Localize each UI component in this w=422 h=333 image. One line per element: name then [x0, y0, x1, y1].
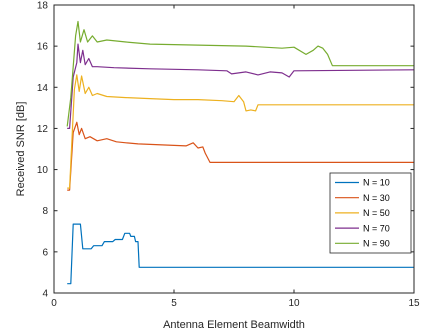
legend: N = 10 N = 30 N = 50 N = 70 N = 90	[329, 172, 412, 254]
y-tick-label: 10	[37, 165, 49, 176]
series-line-5	[66, 20, 414, 127]
series-line-1	[67, 223, 414, 285]
legend-label: N = 90	[363, 239, 390, 249]
legend-label: N = 30	[363, 193, 390, 203]
legend-label: N = 70	[363, 223, 390, 233]
x-tick-label: 10	[288, 298, 300, 309]
series-line-2	[67, 121, 414, 191]
y-tick-label: 16	[37, 42, 49, 53]
x-axis-label: Antenna Element Beamwidth	[163, 319, 305, 331]
series-layer	[66, 20, 415, 285]
y-tick-label: 12	[37, 124, 49, 135]
series-line-4	[67, 43, 415, 129]
series-line-3	[67, 74, 414, 189]
x-tick-label: 5	[171, 298, 177, 309]
y-tick-label: 18	[37, 1, 49, 12]
x-tick-label: 15	[408, 298, 420, 309]
x-tick-label: 0	[51, 298, 57, 309]
tick-layer: 0 5 10 15 4 6 8 10 12 14 16 18	[37, 1, 420, 310]
legend-label: N = 50	[363, 208, 390, 218]
y-tick-label: 6	[42, 247, 48, 258]
y-tick-label: 8	[42, 206, 48, 217]
legend-label: N = 10	[363, 178, 390, 188]
y-axis-label: Received SNR [dB]	[15, 102, 27, 197]
plot-frame	[53, 4, 415, 294]
y-tick-label: 4	[42, 289, 48, 300]
y-tick-label: 14	[37, 83, 49, 94]
